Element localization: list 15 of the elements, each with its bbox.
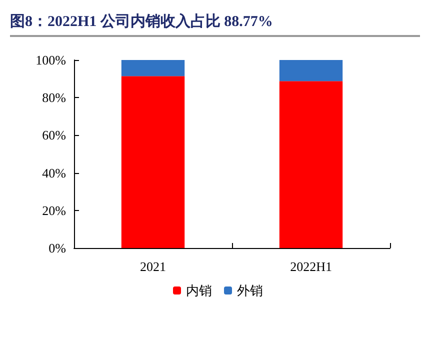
bar [121, 60, 185, 76]
x-tick-label: 2022H1 [290, 259, 332, 274]
y-tick-label: 60% [42, 128, 66, 143]
bar [279, 60, 343, 82]
y-tick-label: 80% [42, 90, 66, 106]
y-tick-label: 100% [36, 52, 66, 68]
bar [279, 81, 343, 248]
bar [121, 76, 185, 248]
legend-label: 外销 [237, 283, 263, 298]
y-tick-label: 20% [42, 202, 66, 218]
legend-label: 内销 [186, 283, 212, 298]
chart-title: 图8：2022H1 公司内销收入占比 88.77% [10, 12, 420, 37]
x-tick-label: 2021 [140, 259, 166, 274]
y-tick-label: 0% [48, 240, 66, 256]
y-tick-label: 40% [42, 165, 66, 180]
